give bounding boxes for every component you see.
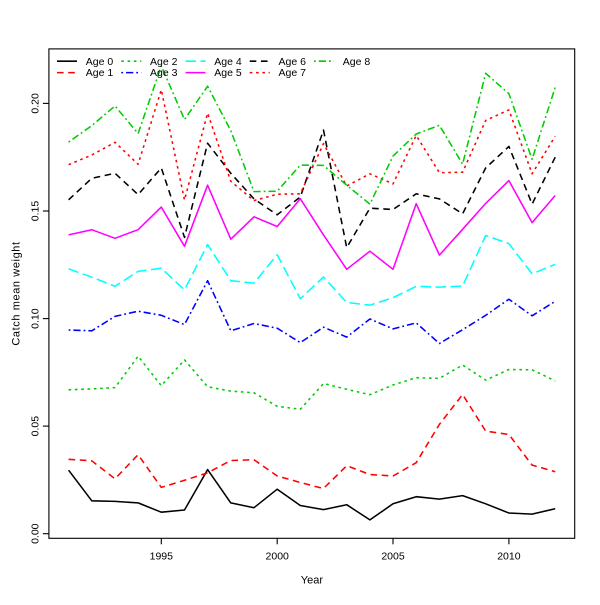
svg-text:1995: 1995 (150, 551, 174, 563)
svg-text:Age 7: Age 7 (279, 67, 307, 79)
svg-text:Age 4: Age 4 (214, 56, 242, 68)
svg-text:0.10: 0.10 (29, 308, 41, 329)
svg-text:0.15: 0.15 (29, 201, 41, 222)
svg-text:Year: Year (301, 575, 324, 587)
svg-text:0.00: 0.00 (29, 523, 41, 544)
svg-text:Age 5: Age 5 (214, 67, 242, 79)
svg-text:Age 2: Age 2 (150, 56, 178, 68)
svg-text:Age 6: Age 6 (279, 56, 307, 68)
svg-text:0.20: 0.20 (29, 93, 41, 114)
svg-text:Catch mean weight: Catch mean weight (10, 241, 22, 345)
svg-text:Age 8: Age 8 (343, 56, 371, 68)
svg-text:2010: 2010 (497, 551, 521, 563)
svg-text:Age 3: Age 3 (150, 67, 178, 79)
svg-text:0.05: 0.05 (29, 416, 41, 437)
svg-text:Age 0: Age 0 (86, 56, 114, 68)
svg-text:2005: 2005 (381, 551, 405, 563)
svg-text:Age 1: Age 1 (86, 67, 114, 79)
svg-text:2000: 2000 (266, 551, 290, 563)
